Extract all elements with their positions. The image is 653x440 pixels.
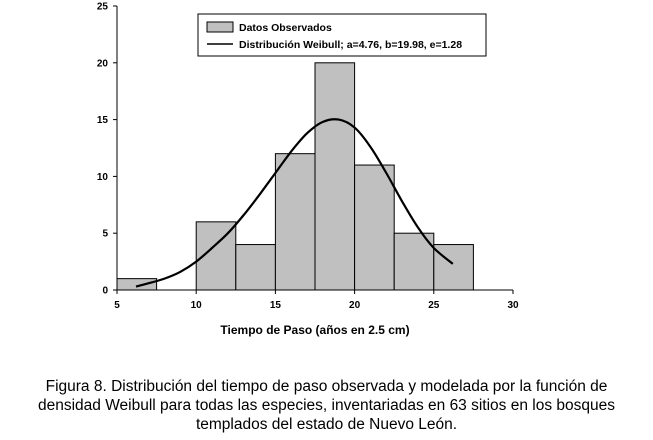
legend-box xyxy=(197,13,487,57)
histogram-bar-8 xyxy=(433,244,474,291)
y-axis-ticks: 0 5 10 15 20 25 xyxy=(97,2,117,297)
legend: Datos Observados Distribución Weibull; a… xyxy=(197,13,487,57)
figure-caption: Figura 8. Distribución del tiempo de pas… xyxy=(0,377,653,434)
legend-label-histogram: Datos Observados xyxy=(239,22,332,34)
x-tick-label: 5 xyxy=(114,300,120,311)
y-tick-label: 10 xyxy=(97,172,109,183)
y-tick-label: 25 xyxy=(97,2,109,13)
y-tick-label: 15 xyxy=(97,115,109,126)
x-axis-ticks: 5 10 15 20 25 30 xyxy=(114,290,519,311)
x-tick-label: 15 xyxy=(270,300,282,311)
weibull-curve xyxy=(135,118,454,288)
histogram-bar-4 xyxy=(274,153,316,291)
legend-label-curve: Distribución Weibull; a=4.76, b=19.98, e… xyxy=(239,39,462,51)
y-tick-label: 0 xyxy=(102,286,108,297)
x-tick-label: 30 xyxy=(507,300,519,311)
legend-swatch-histogram xyxy=(206,21,234,33)
x-tick-label: 10 xyxy=(191,300,203,311)
histogram-bar-3 xyxy=(235,244,276,291)
histogram-bar-5 xyxy=(314,62,356,291)
y-tick-label: 20 xyxy=(97,58,109,69)
x-tick-label: 20 xyxy=(349,300,361,311)
x-axis-title: Tiempo de Paso (años en 2.5 cm) xyxy=(220,323,409,337)
x-tick-label: 25 xyxy=(428,300,440,311)
histogram-bars xyxy=(116,62,474,291)
histogram-bar-7 xyxy=(393,232,435,291)
caption-line-3: templados del estado de Nuevo León. xyxy=(195,416,458,433)
histogram-bar-6 xyxy=(354,164,395,291)
y-tick-label: 5 xyxy=(102,229,108,240)
histogram-bar-1 xyxy=(116,278,158,291)
caption-line-2: densidad Weibull para todas las especies… xyxy=(37,397,616,414)
caption-line-1: Figura 8. Distribución del tiempo de pas… xyxy=(45,378,608,395)
